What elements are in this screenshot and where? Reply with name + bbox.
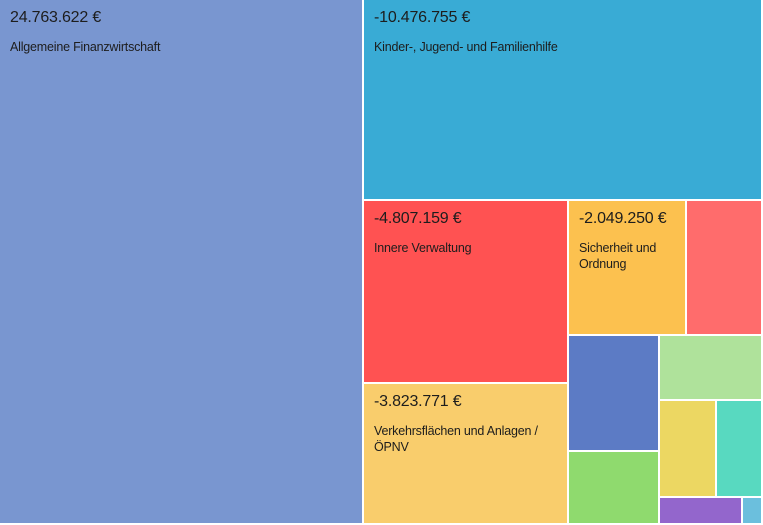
treemap-tile[interactable]: -10.476.755 € Kinder-, Jugend- und Famili…: [364, 0, 763, 201]
tile-category-label: Innere Verwaltung: [374, 241, 472, 255]
treemap-tile[interactable]: [687, 201, 763, 336]
tile-category-label: Allgemeine Finanzwirtschaft: [10, 40, 161, 54]
tile-value-label: -10.476.755 €: [374, 9, 471, 26]
treemap-tile[interactable]: [743, 498, 763, 525]
treemap-tile[interactable]: [660, 498, 743, 525]
tile-value-label: -3.823.771 €: [374, 393, 462, 410]
treemap-tile[interactable]: [717, 401, 763, 498]
tile-value-label: 24.763.622 €: [10, 9, 102, 26]
tile-value-label: -4.807.159 €: [374, 210, 462, 227]
treemap-tile[interactable]: 24.763.622 € Allgemeine Finanzwirtschaft: [0, 0, 364, 525]
treemap-tile[interactable]: [569, 452, 660, 525]
treemap-tile[interactable]: [660, 336, 763, 401]
tile-category-label: Sicherheit und Ordnung: [579, 241, 657, 271]
treemap-tile[interactable]: [660, 401, 717, 498]
treemap-tile[interactable]: -4.807.159 € Innere Verwaltung: [364, 201, 569, 384]
tile-value-label: -2.049.250 €: [579, 210, 667, 227]
tile-category-label: Kinder-, Jugend- und Familienhilfe: [374, 40, 558, 54]
tile-category-label: Verkehrsflächen und Anlagen / ÖPNV: [374, 424, 538, 454]
treemap-tile[interactable]: -2.049.250 € Sicherheit und Ordnung: [569, 201, 687, 336]
treemap-tile[interactable]: -3.823.771 € Verkehrsflächen und Anlagen …: [364, 384, 569, 525]
treemap-tile[interactable]: [569, 336, 660, 452]
